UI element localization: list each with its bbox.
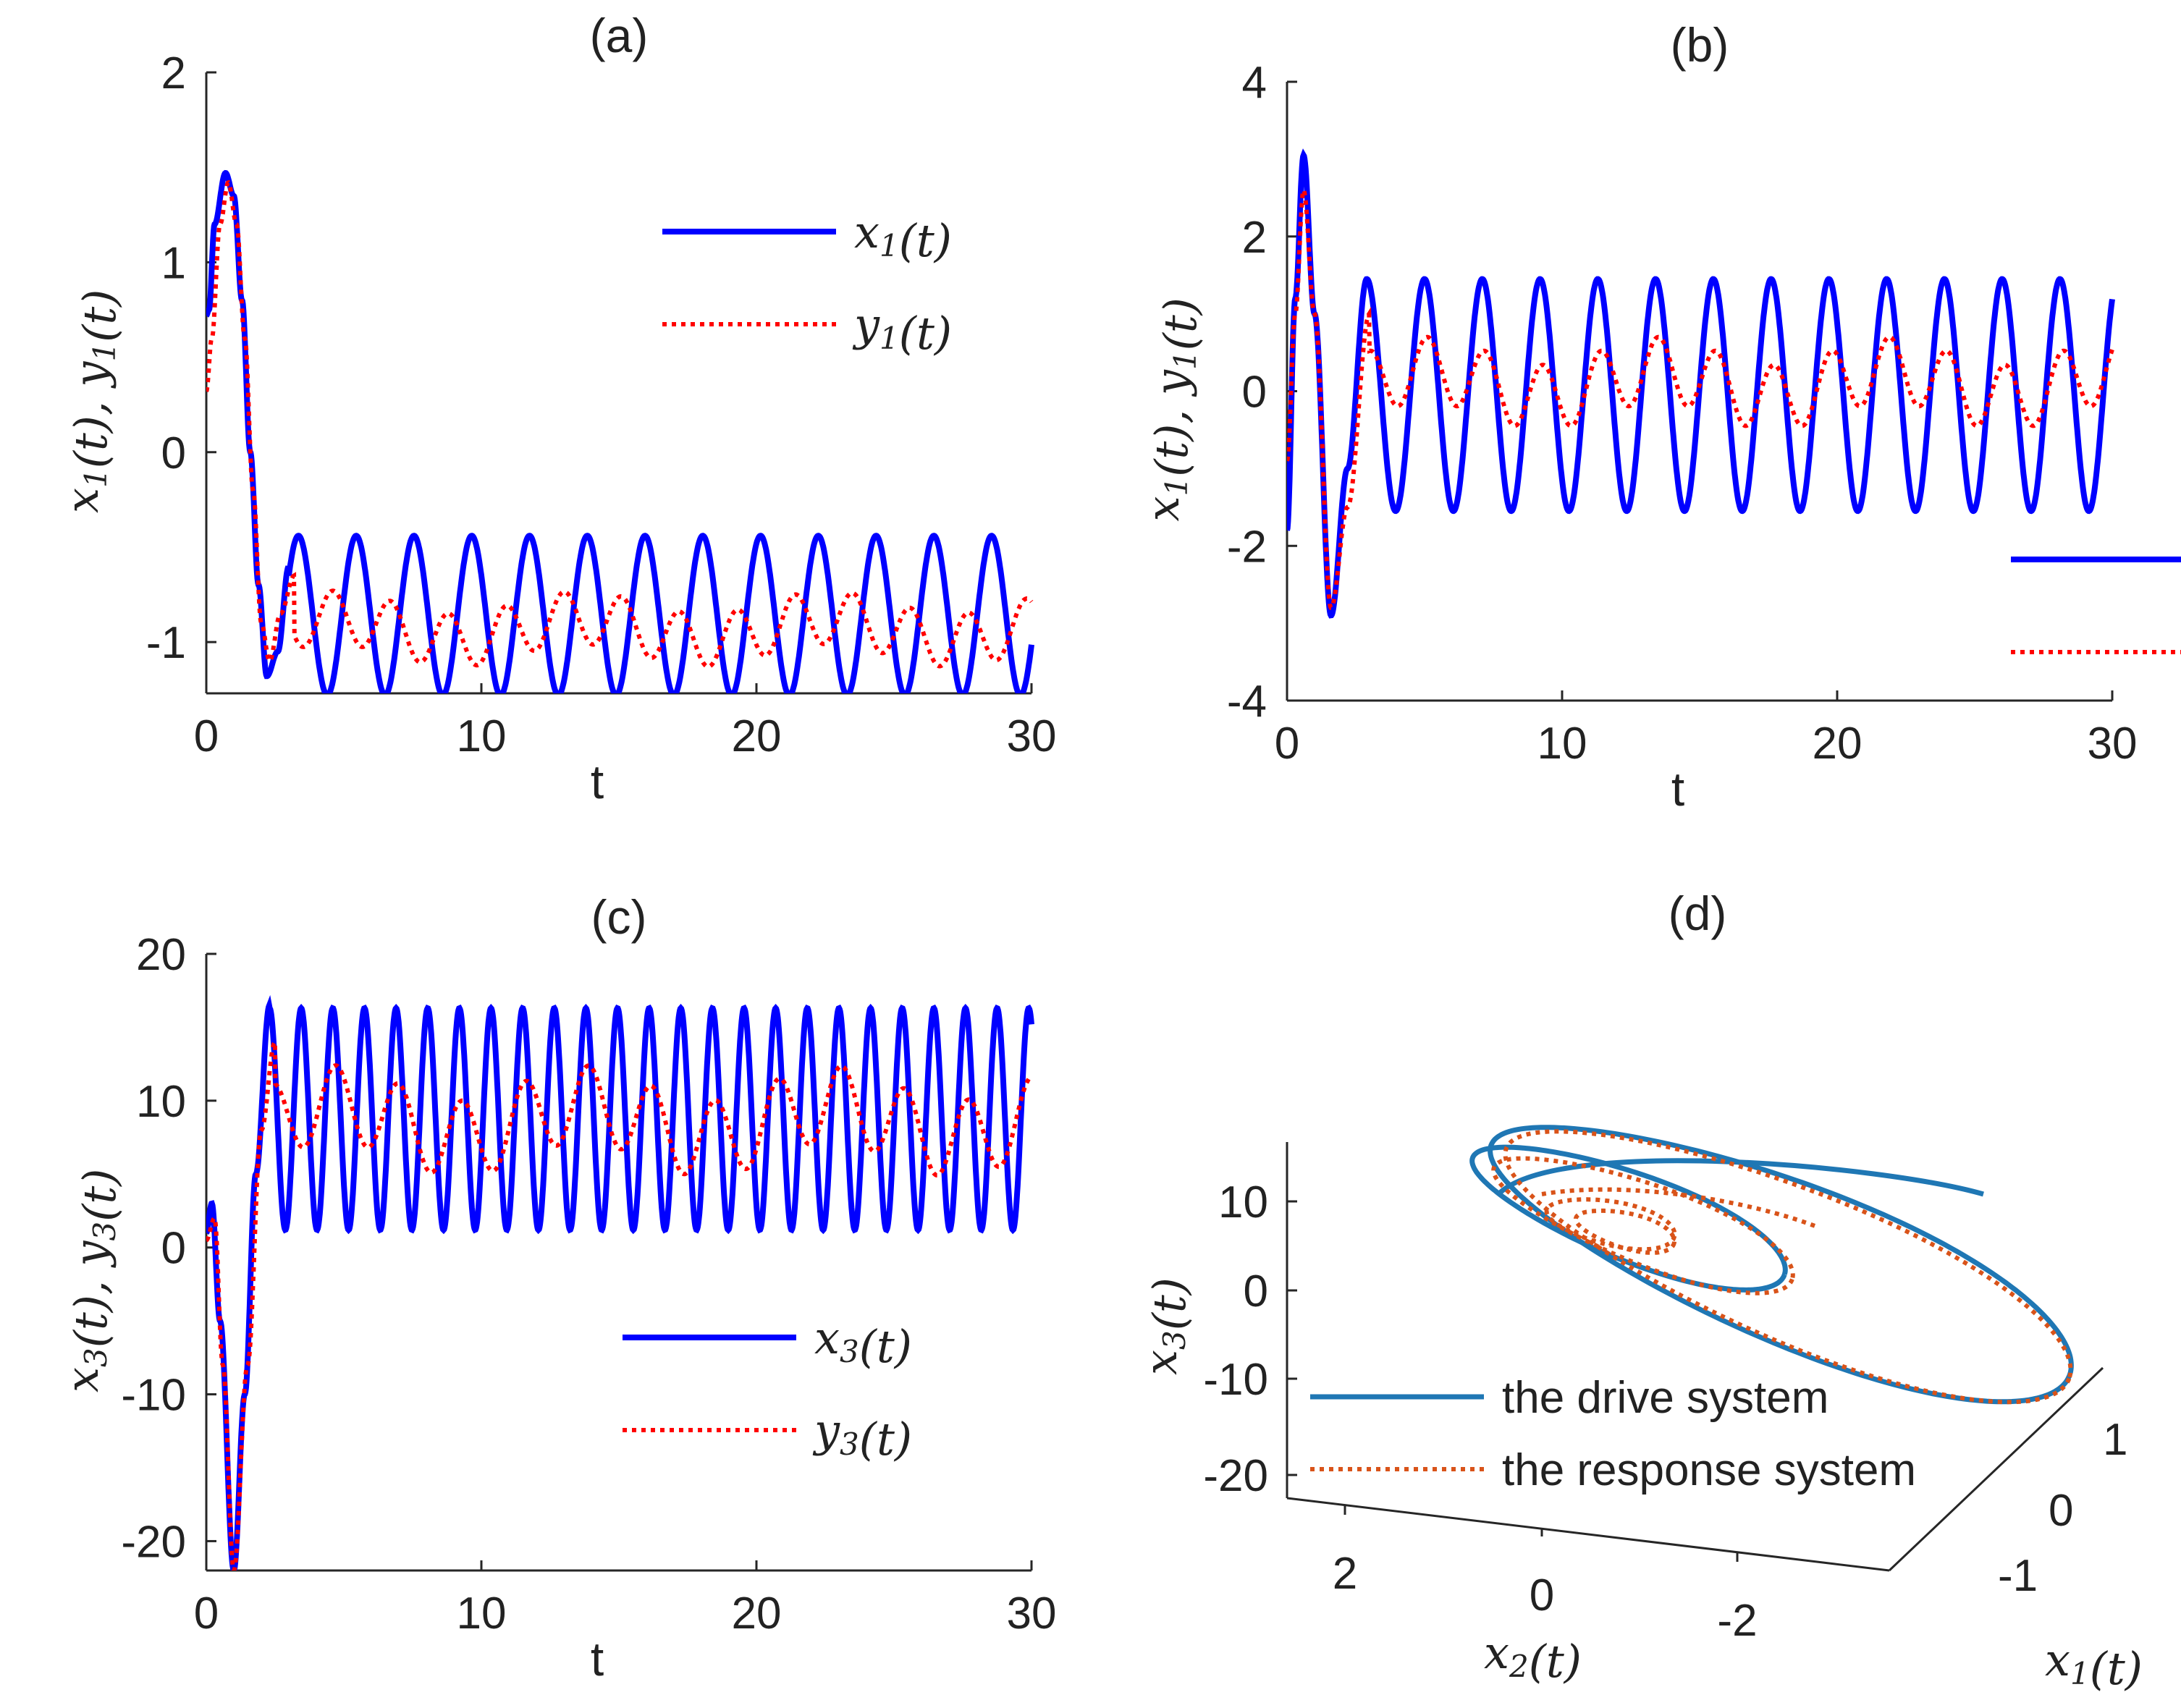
x-tick-label: 10 xyxy=(457,711,507,761)
y-tick-label: 10 xyxy=(136,1077,186,1127)
x-tick-label: 20 xyxy=(1813,719,1863,769)
y-axis-label: x3(t), y3(t) xyxy=(56,1169,126,1392)
x1-axis xyxy=(1888,1366,2104,1572)
x1-axis-label: x1(t) xyxy=(2045,1633,2143,1695)
response-trajectory-tail xyxy=(1541,1187,1818,1229)
y-tick-label: 0 xyxy=(161,428,186,478)
response-trajectory-loop xyxy=(1573,1208,1677,1255)
legend-label: the drive system xyxy=(1502,1373,1828,1423)
y-tick-label: 1 xyxy=(161,238,186,288)
x-axis-label: t xyxy=(591,1632,604,1686)
x-tick-label: 0 xyxy=(194,1589,219,1639)
series-line-x1t xyxy=(206,169,1034,693)
z-tick-label: 0 xyxy=(1244,1267,1268,1316)
panel-c: 0 10 20 30 -20 -10 0 10 20 (c) t x3(t), y3(t) x3(t) y… xyxy=(56,890,1056,1686)
y-tick-label: -4 xyxy=(1227,677,1267,727)
legend-label: x1(t) xyxy=(854,206,952,267)
x1-tick-label: 0 xyxy=(2049,1486,2073,1536)
response-trajectory-loop xyxy=(1503,1129,2073,1405)
legend-label: y1(t) xyxy=(852,298,952,360)
panel-title: (a) xyxy=(590,9,649,62)
x2-axis-label: x2(t) xyxy=(1484,1626,1582,1688)
x-axis-label: t xyxy=(1671,762,1684,816)
x-tick-label: 30 xyxy=(2088,719,2138,769)
y-tick-label: -2 xyxy=(1227,522,1267,572)
x2-tick-label: 2 xyxy=(1333,1549,1357,1599)
y-tick-label: 2 xyxy=(161,48,186,98)
x-axis-label: t xyxy=(591,755,604,808)
z-tick-label: -20 xyxy=(1203,1451,1268,1501)
y-tick-label: 20 xyxy=(136,930,186,980)
x-tick-label: 0 xyxy=(1275,719,1299,769)
y-tick-label: -10 xyxy=(121,1371,186,1421)
y-tick-label: 0 xyxy=(1242,368,1267,418)
x-tick-label: 30 xyxy=(1007,1589,1057,1639)
y-tick-label: 4 xyxy=(1242,58,1267,108)
z-tick-label: -10 xyxy=(1203,1355,1268,1405)
panel-title: (d) xyxy=(1669,887,1727,940)
x-tick-label: 10 xyxy=(457,1589,507,1639)
series-line-y2t xyxy=(1287,185,2114,610)
x2-tick-label: -2 xyxy=(1717,1596,1757,1646)
x1-tick-label: -1 xyxy=(1998,1551,2038,1601)
x-tick-label: 0 xyxy=(194,711,219,761)
x-tick-label: 20 xyxy=(732,1589,782,1639)
y-tick-label: -20 xyxy=(121,1517,186,1567)
y-tick-label: -1 xyxy=(146,618,186,668)
x-tick-label: 20 xyxy=(732,711,782,761)
y-axis-label: x1(t), y1(t) xyxy=(56,289,126,513)
series-line-y3t xyxy=(206,1036,1033,1570)
x2-tick-label: 0 xyxy=(1530,1570,1554,1620)
legend-label: the response system xyxy=(1502,1445,1916,1495)
x1-tick-label: 1 xyxy=(2103,1415,2127,1465)
y-tick-label: 0 xyxy=(161,1224,186,1274)
series-line-y1t xyxy=(206,179,1034,669)
legend-label: x3(t) xyxy=(814,1311,912,1373)
response-trajectory-loop xyxy=(1544,1197,1677,1252)
series-line-x3t xyxy=(206,994,1034,1570)
response-trajectory-loop xyxy=(1491,1156,1795,1295)
y-tick-label: 2 xyxy=(1242,213,1267,263)
panel-title: (c) xyxy=(591,890,647,944)
x-tick-label: 10 xyxy=(1537,719,1587,769)
legend-label: y3(t) xyxy=(812,1404,912,1466)
panel-title: (b) xyxy=(1671,18,1729,72)
y-axis-label: x1(t), y1(t) xyxy=(1136,297,1207,521)
z-tick-label: 10 xyxy=(1218,1178,1268,1227)
x-tick-label: 30 xyxy=(1007,711,1057,761)
x3-axis-label: x3(t) xyxy=(1134,1277,1196,1375)
panel-d: (d)100-10-202 0-210-1x2(t) x1(t)x3(t)the d… xyxy=(1134,887,2143,1695)
x2-axis xyxy=(1286,1497,1890,1572)
